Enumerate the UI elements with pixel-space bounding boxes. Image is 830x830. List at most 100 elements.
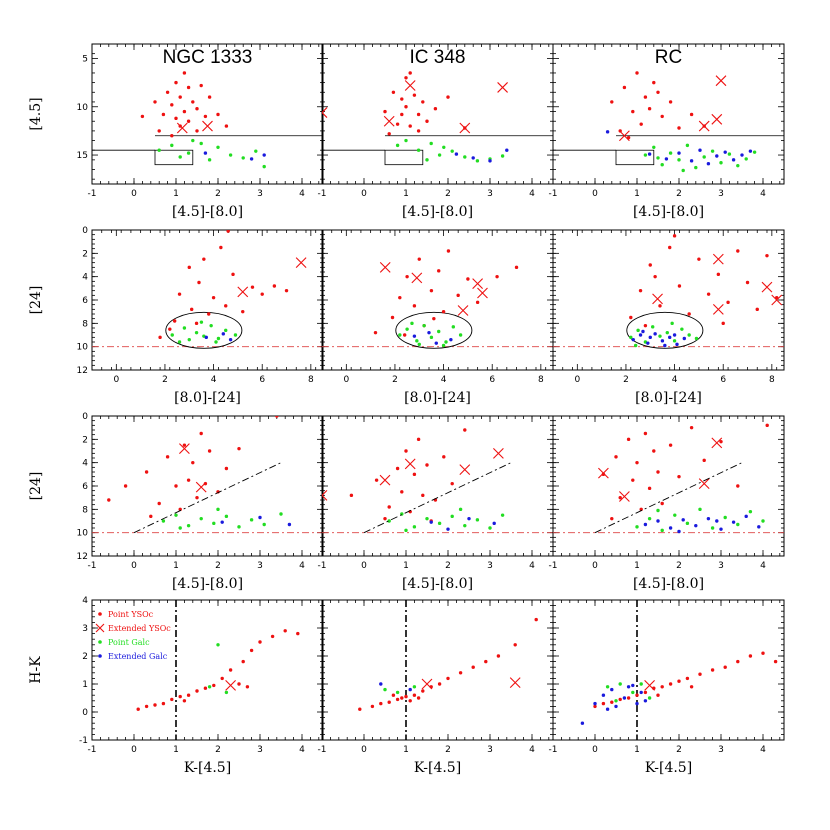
point-ysoc-dot <box>400 112 404 117</box>
point-galc-dot <box>425 158 429 162</box>
point-galc-dot <box>685 143 690 148</box>
point-galc-dot <box>444 340 448 344</box>
extended-galc-dot <box>706 516 711 521</box>
point-galc-dot <box>224 328 228 333</box>
extended-galc-dot <box>434 341 438 345</box>
x-tick-label: 2 <box>445 745 451 755</box>
y-tick-label: 3 <box>82 624 88 634</box>
point-ysoc-dot <box>177 292 182 296</box>
point-galc-dot <box>404 528 408 533</box>
point-ysoc-dot <box>144 704 149 709</box>
panel-3-1: -1 0 1 2 3 4 <box>318 415 554 571</box>
panel-frame <box>91 599 324 741</box>
x-tick-label: 4 <box>299 189 305 199</box>
legend-entry: Point Galc <box>108 638 150 647</box>
point-ysoc-dot <box>241 309 245 314</box>
point-galc-dot <box>429 141 433 146</box>
extended-ysoc-marker <box>698 478 710 490</box>
y-axis-label: H-K <box>28 656 44 684</box>
point-ysoc-dot <box>656 470 660 474</box>
point-ysoc-dot <box>237 446 241 451</box>
panel-plot-area <box>136 600 300 740</box>
point-ysoc-dot <box>400 490 404 494</box>
point-ysoc-dot <box>387 505 391 509</box>
panel-plot-area <box>553 234 784 349</box>
point-ysoc-dot <box>207 449 212 453</box>
panel-plot-area <box>358 600 538 740</box>
extended-galc-dot <box>715 154 719 158</box>
selection-diagonal <box>363 462 512 534</box>
point-ysoc-dot <box>400 696 404 700</box>
point-ysoc-dot <box>668 245 672 250</box>
point-galc-dot <box>216 145 220 150</box>
panel-frame <box>552 415 785 557</box>
point-galc-dot <box>736 163 740 168</box>
x-axis-label: [4.5]-[8.0] <box>402 576 473 592</box>
point-ysoc-dot <box>689 425 694 430</box>
x-tick-label: 0 <box>113 375 119 385</box>
extended-galc-dot <box>646 341 650 345</box>
point-galc-dot <box>233 333 238 337</box>
x-tick-label: 0 <box>361 561 367 571</box>
point-ysoc-dot <box>203 686 208 690</box>
point-ysoc-dot <box>412 93 417 97</box>
point-ysoc-dot <box>398 295 402 300</box>
point-ysoc-dot <box>689 112 694 117</box>
point-ysoc-dot <box>618 495 622 500</box>
point-ysoc-dot <box>446 676 450 681</box>
point-galc-dot <box>656 508 660 513</box>
extended-ysoc-marker <box>652 293 663 305</box>
point-ysoc-dot <box>224 466 229 471</box>
point-ysoc-dot <box>660 501 664 506</box>
y-tick-label: 0 <box>82 708 88 718</box>
point-galc-dot <box>178 526 182 530</box>
extended-ysoc-marker <box>761 281 773 293</box>
point-galc-dot <box>429 335 434 340</box>
point-ysoc-dot <box>421 493 425 498</box>
point-ysoc-dot <box>202 257 206 261</box>
point-galc-dot <box>463 523 467 528</box>
point-ysoc-dot <box>186 85 191 90</box>
extended-galc-dot <box>203 151 208 155</box>
point-ysoc-dot <box>172 319 177 323</box>
extended-galc-dot <box>668 526 673 530</box>
point-galc-dot <box>194 330 199 335</box>
point-ysoc-dot <box>144 470 149 474</box>
point-galc-dot <box>658 334 662 338</box>
point-galc-dot <box>437 329 441 334</box>
point-ysoc-dot <box>158 335 162 340</box>
point-galc-dot <box>224 690 229 695</box>
point-ysoc-dot <box>534 617 538 622</box>
point-ysoc-dot <box>391 693 396 697</box>
point-ysoc-dot <box>421 689 425 693</box>
point-ysoc-dot <box>466 277 470 281</box>
point-ysoc-dot <box>514 265 519 270</box>
extended-galc-dot <box>719 527 723 531</box>
x-tick-label: 1 <box>634 189 640 199</box>
point-ysoc-dot <box>404 105 408 109</box>
extended-ysoc-marker <box>383 115 395 127</box>
y-tick-label: -1 <box>79 736 88 746</box>
extended-galc-dot <box>429 520 433 524</box>
point-galc-dot <box>643 153 648 157</box>
x-tick-label: 3 <box>487 745 493 755</box>
point-ysoc-dot <box>643 323 648 328</box>
panel-4-0: -1 0 1 2 3 4 -1 0 1 2 3 4 <box>79 596 324 755</box>
point-galc-dot <box>451 325 456 329</box>
point-ysoc-dot <box>446 249 451 253</box>
x-tick-label: 3 <box>718 745 724 755</box>
point-galc-dot <box>656 156 660 160</box>
x-tick-label: 0 <box>343 375 349 385</box>
extended-galc-dot <box>675 342 679 347</box>
extended-galc-dot <box>643 699 648 703</box>
point-ysoc-dot <box>390 315 395 320</box>
point-galc-dot <box>178 155 182 159</box>
point-galc-dot <box>161 519 166 523</box>
x-tick-label: 4 <box>529 189 535 199</box>
extended-galc-dot <box>258 515 262 520</box>
y-axis-label: [24] <box>28 472 44 501</box>
point-galc-dot <box>723 515 727 520</box>
x-tick-label: 3 <box>257 745 263 755</box>
point-ysoc-dot <box>710 668 715 672</box>
x-tick-label: -1 <box>88 745 97 755</box>
